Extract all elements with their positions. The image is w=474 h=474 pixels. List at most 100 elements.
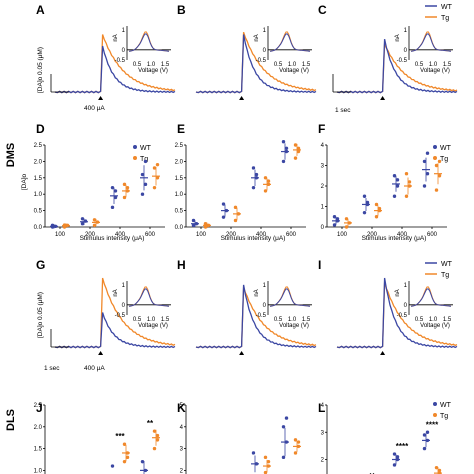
stim-marker-c xyxy=(380,96,386,100)
legend-l-wt: WT xyxy=(440,402,452,409)
y-tick-label: 1.0 xyxy=(34,192,43,198)
x-tick-label: 600 xyxy=(286,232,297,238)
data-point-tg xyxy=(155,438,160,442)
stim-label-a: 400 μA xyxy=(84,105,105,112)
panel-label-a: A xyxy=(36,3,45,17)
data-point-tg xyxy=(122,442,127,446)
data-point-tg xyxy=(266,179,271,183)
inset-ytick: 0 xyxy=(404,303,408,309)
y-tick-label: 2 xyxy=(321,458,325,464)
trace-wt-g xyxy=(54,312,176,349)
data-point-wt xyxy=(422,446,427,451)
data-point-tg xyxy=(296,146,301,150)
panel-label-d: D xyxy=(36,122,45,136)
significance-label: **** xyxy=(396,442,409,451)
ylabel-d: [DA]o xyxy=(21,173,28,190)
inset-xtick: 0.5 xyxy=(133,62,142,68)
inset-ytick: 0 xyxy=(263,48,267,54)
inset-ytick: -0.5 xyxy=(397,58,408,64)
panel-label-c: C xyxy=(318,3,327,17)
y-tick-label: 2.0 xyxy=(34,159,43,165)
data-point-tg xyxy=(92,218,97,222)
trace-wt-h xyxy=(195,284,317,349)
data-point-tg xyxy=(122,182,127,187)
data-point-wt xyxy=(80,222,85,226)
stim-label-g: 400 μA xyxy=(84,365,105,372)
scatter-panel-j: 1.01.52.02.5***** xyxy=(34,403,160,474)
inset-ytick: -0.5 xyxy=(397,313,408,319)
data-point-tg xyxy=(155,176,160,180)
inset-xtick: 1.0 xyxy=(147,62,156,68)
data-point-wt xyxy=(281,159,286,164)
data-point-tg xyxy=(377,206,382,211)
data-point-tg xyxy=(434,465,439,470)
y-tick-label: 1.0 xyxy=(175,192,184,198)
panel-label-b: B xyxy=(177,3,186,17)
y-tick-label: 1 xyxy=(321,205,325,211)
panel-label-h: H xyxy=(177,258,186,272)
trace-wt-i xyxy=(336,277,458,349)
data-point-wt xyxy=(143,182,148,187)
y-tick-label: 1.0 xyxy=(34,468,43,474)
inset-cv-curve xyxy=(269,286,311,307)
data-point-tg xyxy=(344,225,349,229)
data-point-wt xyxy=(284,416,289,420)
legend-g-wt: WT xyxy=(441,261,453,268)
x-tick-label: 100 xyxy=(55,232,66,238)
panel-label-i: I xyxy=(318,258,321,272)
data-point-wt xyxy=(254,172,259,177)
inset-ylabel: nA xyxy=(395,289,401,296)
data-point-wt xyxy=(425,151,430,155)
data-point-tg xyxy=(293,156,298,160)
inset-cv-curve xyxy=(410,288,452,307)
inset-ytick: 1 xyxy=(404,28,408,34)
x-tick-label: 200 xyxy=(85,232,96,238)
data-point-wt xyxy=(395,178,400,182)
data-point-wt xyxy=(281,140,286,144)
inset-ytick: 1 xyxy=(122,28,126,34)
data-point-tg xyxy=(152,185,157,190)
trace-wt-a xyxy=(54,45,176,94)
inset-cv-curve xyxy=(269,33,311,52)
data-point-tg xyxy=(155,433,160,438)
data-point-wt xyxy=(191,223,196,228)
data-point-wt xyxy=(251,166,256,170)
y-tick-label: 2.0 xyxy=(175,159,184,165)
legend-f-tg: Tg xyxy=(440,156,448,163)
inset-xtick: 0.5 xyxy=(274,62,283,68)
stim-marker-a xyxy=(98,96,104,100)
inset-xlabel: Voltage (V) xyxy=(420,68,450,74)
data-point-wt xyxy=(332,223,337,227)
data-point-tg xyxy=(152,166,157,170)
inset-ylabel: nA xyxy=(254,34,260,41)
trace-wt-c xyxy=(336,38,458,94)
legend-g: WT Tg xyxy=(425,261,453,279)
data-point-tg xyxy=(152,429,157,433)
inset-cv-curve xyxy=(410,31,452,52)
inset-ytick: -0.5 xyxy=(256,313,267,319)
data-point-tg xyxy=(152,446,157,451)
data-point-wt xyxy=(395,184,400,188)
legend-g-tg: Tg xyxy=(441,272,449,279)
y-tick-label: 2 xyxy=(321,184,325,190)
inset-ytick: -0.5 xyxy=(115,313,126,319)
region-label-dms: DMS xyxy=(5,143,17,167)
data-point-wt xyxy=(395,455,400,459)
time-label-c: 1 sec xyxy=(335,107,351,114)
data-point-wt xyxy=(392,463,397,467)
x-tick-label: 400 xyxy=(397,232,408,238)
y-tick-label: 0.5 xyxy=(34,209,43,215)
data-point-wt xyxy=(140,459,145,464)
inset-xlabel: Voltage (V) xyxy=(138,323,168,329)
x-tick-label: 600 xyxy=(145,232,156,238)
inset-ytick: 1 xyxy=(263,28,267,34)
data-point-tg xyxy=(437,159,442,164)
inset-cv-curve xyxy=(410,33,452,52)
inset-xtick: 1.5 xyxy=(443,317,452,323)
legend-top: WT Tg xyxy=(425,4,453,22)
